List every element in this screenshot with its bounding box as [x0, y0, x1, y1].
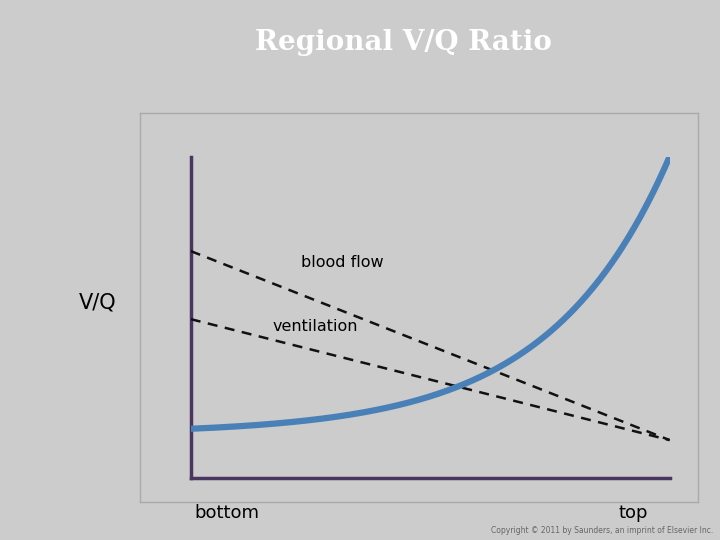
- Text: Copyright © 2011 by Saunders, an imprint of Elsevier Inc.: Copyright © 2011 by Saunders, an imprint…: [490, 525, 713, 535]
- Text: blood flow: blood flow: [301, 255, 384, 270]
- Text: bottom: bottom: [194, 504, 259, 522]
- Text: Regional V/Q Ratio: Regional V/Q Ratio: [255, 29, 552, 56]
- Text: ventilation: ventilation: [272, 319, 358, 334]
- Text: V/Q: V/Q: [78, 292, 116, 313]
- Text: top: top: [619, 504, 648, 522]
